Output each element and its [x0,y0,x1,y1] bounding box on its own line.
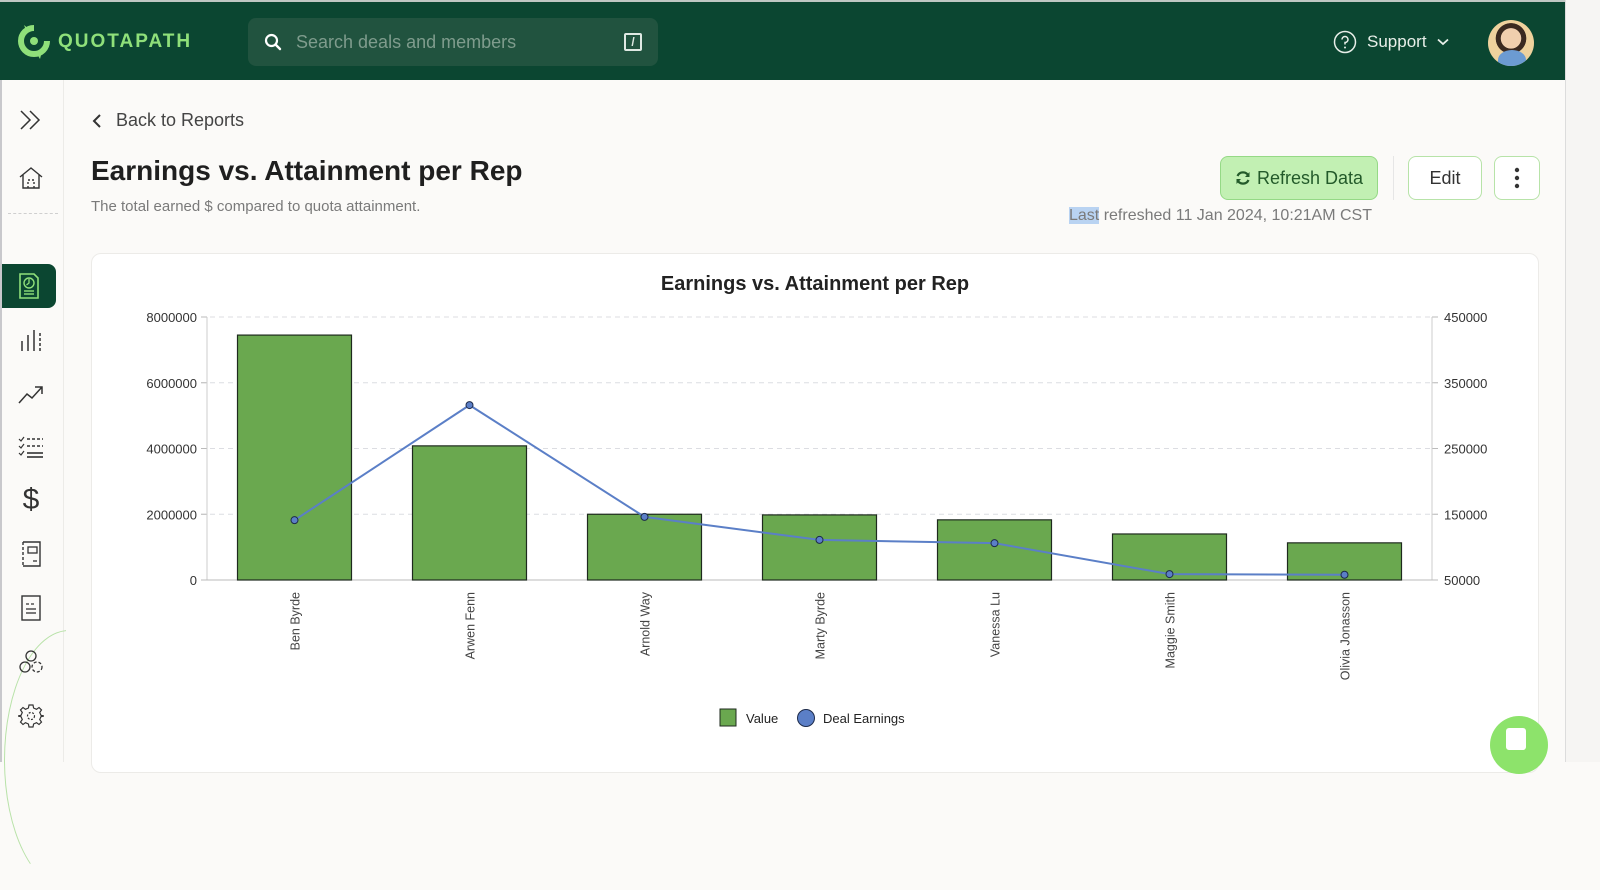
refresh-data-button[interactable]: Refresh Data [1220,156,1378,200]
more-options-button[interactable] [1494,156,1540,200]
last-refreshed-highlight: Last [1069,207,1100,224]
double-chevron-right-icon [20,110,41,130]
back-to-reports-link[interactable]: Back to Reports [92,110,244,131]
sidebar-item-documents[interactable] [6,586,56,630]
page-title: Earnings vs. Attainment per Rep [91,155,523,186]
page-subtitle: The total earned $ compared to quota att… [91,198,421,215]
help-circle-icon [1333,30,1357,54]
document-lines-icon [21,595,41,621]
last-refreshed-text: Last refreshed 11 Jan 2024, 10:21AM CST [1069,207,1372,225]
keyboard-shortcut-slash-icon: / [624,33,642,51]
search-input[interactable] [296,31,624,53]
header-divider [1393,156,1394,200]
gear-icon [18,704,44,728]
notebook-icon [22,541,41,567]
logo-text: QUOTAPATH [58,31,193,52]
back-link-label: Back to Reports [116,110,245,130]
user-avatar[interactable] [1488,20,1534,66]
vertical-ellipsis-icon [1514,167,1520,189]
refresh-icon [1236,171,1250,185]
search-bar[interactable]: / [248,18,658,66]
chat-launcher-button[interactable] [1490,716,1548,774]
sidebar-item-settings[interactable] [6,694,56,738]
sidebar-item-home[interactable] [6,156,56,200]
quotapath-logo-icon [18,25,50,59]
sidebar-item-tasks[interactable] [6,425,56,469]
home-icon [19,167,43,189]
sidebar-item-expand[interactable] [6,98,56,142]
support-menu-button[interactable]: Support [1333,30,1449,54]
sidebar-divider [8,213,58,214]
sidebar-item-analytics[interactable] [6,318,56,362]
chart-card [91,253,1539,773]
sidebar: $ [0,80,66,890]
sidebar-item-payouts[interactable]: $ [6,478,56,522]
sidebar-item-trends[interactable] [6,372,56,416]
sidebar-item-teams[interactable] [6,640,56,684]
search-icon [264,33,282,51]
dollar-icon: $ [22,483,40,516]
quotapath-logo[interactable]: QUOTAPATH [18,24,192,60]
edit-button[interactable]: Edit [1408,156,1482,200]
top-navigation-bar: QUOTAPATH / Support [0,0,1565,80]
trend-up-icon [18,386,43,404]
bar-chart-icon [21,330,41,351]
team-circles-icon [19,650,43,673]
report-document-icon [19,273,39,299]
chart-title: Earnings vs. Attainment per Rep [660,273,970,295]
window-edge [1565,0,1600,762]
sidebar-item-reports[interactable] [2,264,56,308]
last-refreshed-rest: refreshed 11 Jan 2024, 10:21AM CST [1099,207,1372,224]
support-label: Support [1367,32,1427,51]
refresh-data-label: Refresh Data [1256,167,1364,188]
chevron-down-icon [1436,38,1449,46]
sidebar-item-plans[interactable] [6,532,56,576]
chevron-left-icon [92,113,101,128]
checklist-icon [18,436,43,458]
